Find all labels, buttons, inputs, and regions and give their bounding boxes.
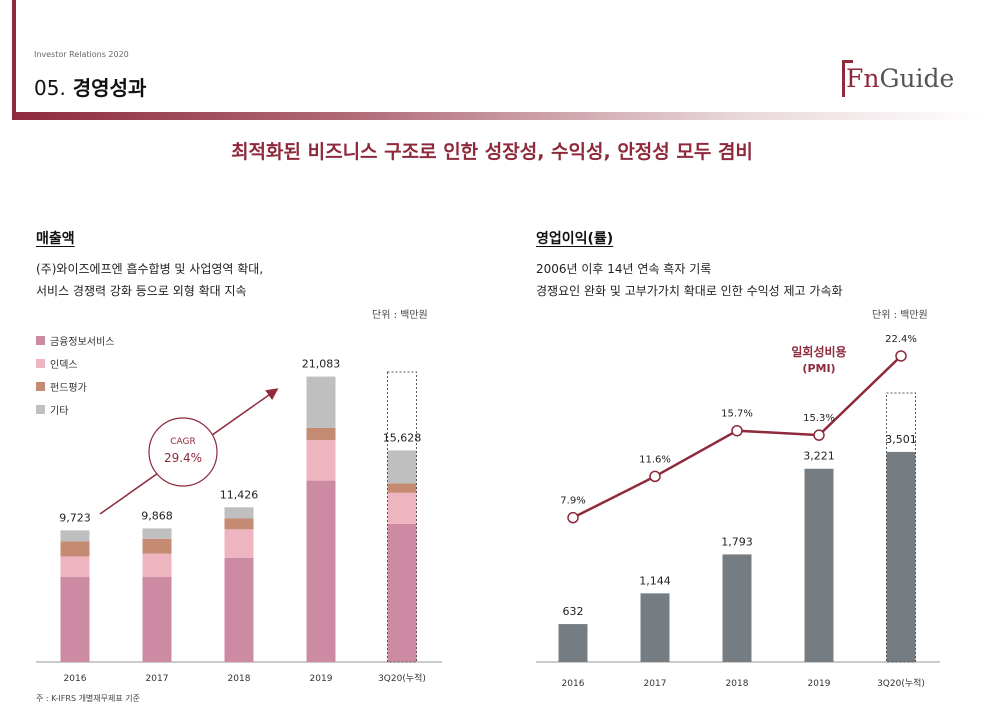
revenue-bar-segment bbox=[224, 518, 254, 530]
revenue-bar-segment bbox=[387, 492, 417, 524]
revenue-desc-line2: 서비스 경쟁력 강화 등으로 외형 확대 지속 bbox=[36, 284, 247, 298]
headline: 최적화된 비즈니스 구조로 인한 성장성, 수익성, 안정성 모두 겸비 bbox=[231, 141, 753, 163]
revenue-bar-segment bbox=[387, 450, 417, 484]
revenue-description: (주)와이즈에프엔 흡수합병 및 사업영역 확대, 서비스 경쟁력 강화 등으로… bbox=[36, 258, 263, 302]
logo-bracket bbox=[842, 60, 853, 97]
revenue-total-label: 9,723 bbox=[59, 511, 91, 524]
ir-label: Investor Relations 2020 bbox=[34, 50, 129, 59]
revenue-bar-segment bbox=[306, 376, 336, 428]
revenue-x-tick: 2018 bbox=[228, 674, 251, 684]
revenue-bar-segment bbox=[306, 480, 336, 662]
legend-swatch bbox=[36, 382, 45, 391]
revenue-bar-segment bbox=[142, 576, 172, 662]
revenue-bar-segment bbox=[224, 557, 254, 662]
operating-desc-line1: 2006년 이후 14년 연속 흑자 기록 bbox=[536, 262, 712, 276]
revenue-total-label: 21,083 bbox=[302, 358, 341, 371]
revenue-bar-segment bbox=[387, 483, 417, 493]
section-title: 경영성과 bbox=[72, 76, 147, 100]
legend-item: 인덱스 bbox=[36, 356, 114, 371]
revenue-bar-segment bbox=[60, 556, 90, 577]
revenue-legend: 금융정보서비스 인덱스 펀드평가 기타 bbox=[36, 333, 114, 417]
legend-label: 금융정보서비스 bbox=[50, 337, 115, 348]
revenue-bar-segment bbox=[142, 553, 172, 577]
operating-description: 2006년 이후 14년 연속 흑자 기록 경쟁요인 완화 및 고부가가치 확대… bbox=[536, 258, 843, 302]
revenue-total-label: 11,426 bbox=[220, 488, 259, 501]
legend-swatch bbox=[36, 359, 45, 368]
revenue-bar-segment bbox=[60, 541, 90, 557]
operating-title: 영업이익(률) bbox=[536, 231, 614, 247]
revenue-total-label: 9,868 bbox=[141, 509, 173, 522]
header-divider bbox=[12, 112, 984, 120]
operating-unit: 단위 : 백만원 bbox=[872, 310, 928, 321]
revenue-bar-segment bbox=[224, 529, 254, 558]
header-accent-bar bbox=[12, 0, 16, 112]
footnote: 주 : K-IFRS 개별재무제표 기준 bbox=[36, 694, 140, 703]
fnguide-logo: FnGuide bbox=[842, 60, 955, 97]
cagr-circle bbox=[148, 417, 218, 487]
logo-fn: Fn bbox=[846, 64, 880, 93]
legend-item: 기타 bbox=[36, 402, 114, 417]
revenue-bar-segment bbox=[142, 528, 172, 539]
legend-label: 펀드평가 bbox=[50, 383, 87, 394]
revenue-bar-outline bbox=[387, 371, 417, 663]
revenue-unit: 단위 : 백만원 bbox=[372, 310, 428, 321]
revenue-x-tick: 3Q20(누적) bbox=[378, 672, 426, 684]
revenue-bar-segment bbox=[306, 427, 336, 440]
revenue-desc-line1: (주)와이즈에프엔 흡수합병 및 사업영역 확대, bbox=[36, 262, 264, 276]
logo-guide: Guide bbox=[879, 64, 955, 93]
revenue-x-tick: 2016 bbox=[64, 674, 87, 684]
operating-desc-line2: 경쟁요인 완화 및 고부가가치 확대로 인한 수익성 제고 가속화 bbox=[536, 284, 843, 298]
section-number: 05. bbox=[34, 76, 66, 100]
page-title: 05. 경영성과 bbox=[34, 72, 146, 101]
legend-item: 금융정보서비스 bbox=[36, 333, 114, 348]
revenue-total-label: 15,628 bbox=[383, 431, 422, 444]
legend-label: 인덱스 bbox=[50, 360, 78, 371]
revenue-bar-segment bbox=[387, 523, 417, 662]
revenue-bar-segment bbox=[60, 530, 90, 542]
legend-item: 펀드평가 bbox=[36, 379, 114, 394]
revenue-x-tick: 2017 bbox=[146, 674, 169, 684]
legend-swatch bbox=[36, 405, 45, 414]
revenue-title: 매출액 bbox=[36, 231, 75, 247]
cagr-value: 29.4% bbox=[164, 451, 202, 465]
legend-label: 기타 bbox=[50, 406, 69, 417]
revenue-bar-segment bbox=[60, 576, 90, 662]
revenue-x-tick: 2019 bbox=[310, 674, 333, 684]
revenue-bar-segment bbox=[306, 439, 336, 481]
revenue-bar-segment bbox=[142, 538, 172, 554]
cagr-label: CAGR bbox=[170, 437, 196, 447]
legend-swatch bbox=[36, 336, 45, 345]
revenue-bar-segment bbox=[224, 507, 254, 519]
